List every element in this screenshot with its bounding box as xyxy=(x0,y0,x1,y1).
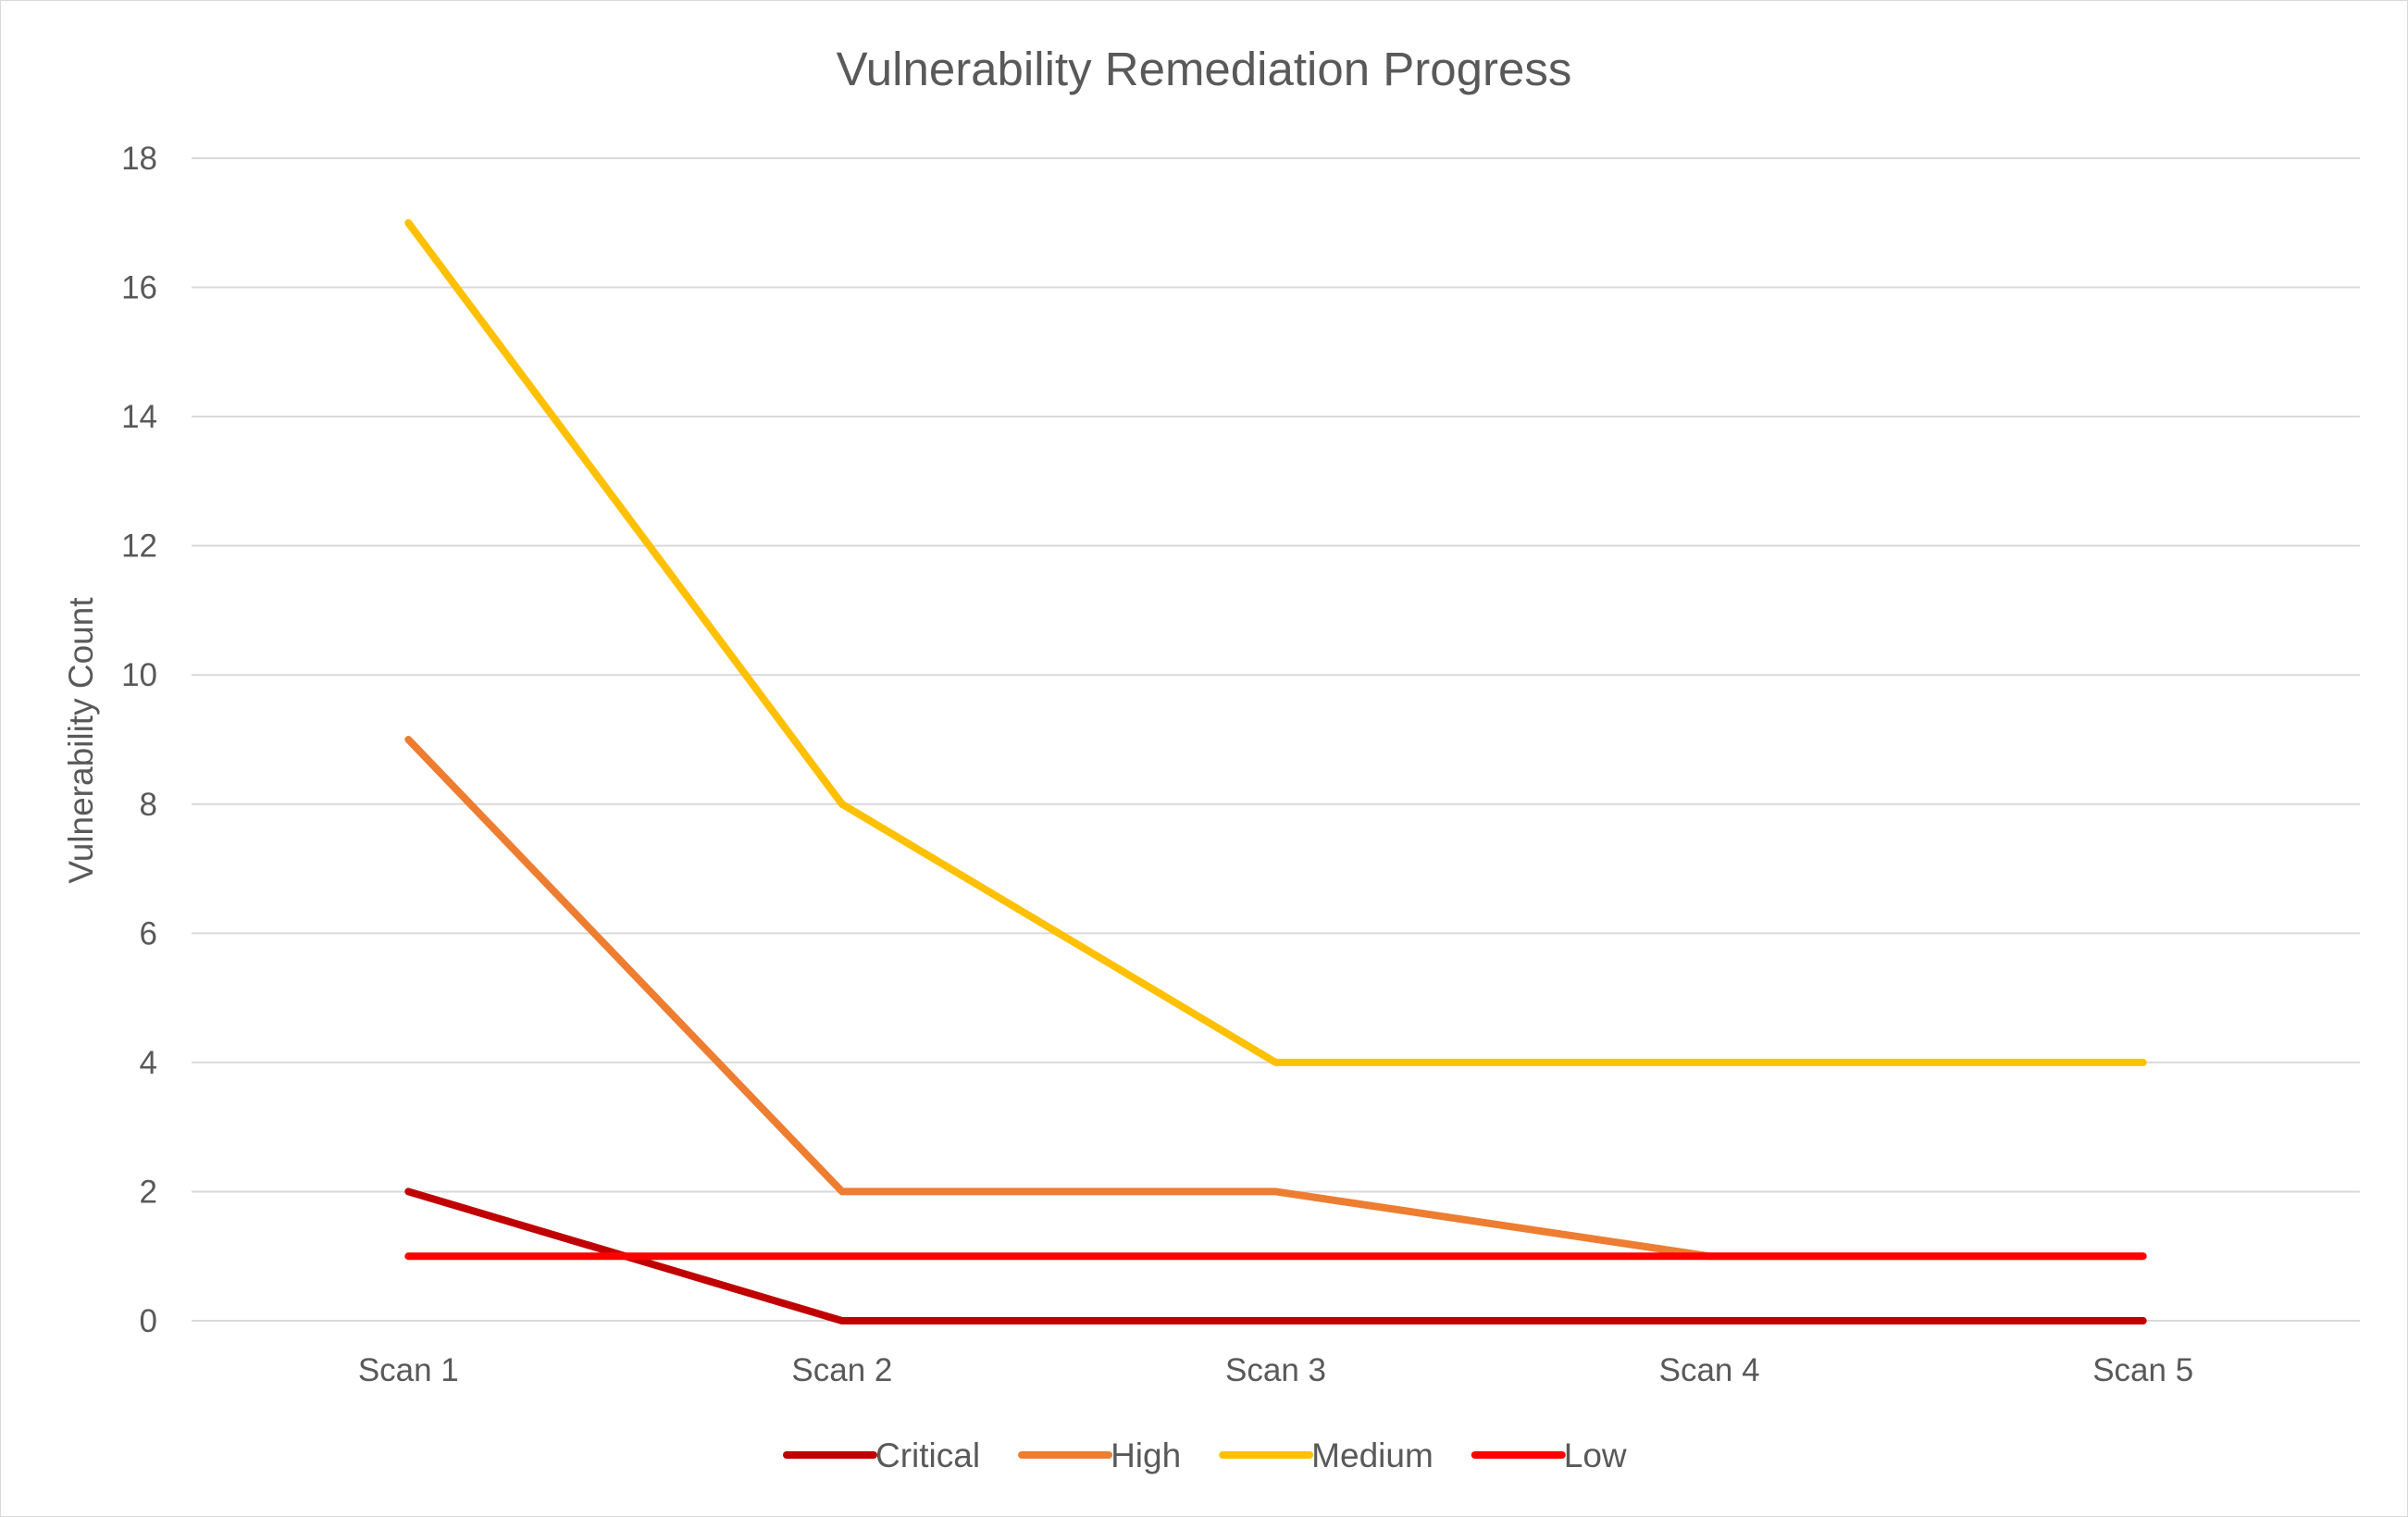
x-tick-label: Scan 2 xyxy=(791,1352,892,1388)
y-tick-label: 4 xyxy=(140,1045,157,1081)
x-tick-label: Scan 4 xyxy=(1659,1352,1760,1388)
series-line-medium xyxy=(404,218,2147,1066)
series-line-high xyxy=(404,736,2147,1261)
y-tick-label: 16 xyxy=(121,270,157,306)
y-axis-ticks: 0 2 4 6 8 10 12 14 16 18 xyxy=(121,141,157,1339)
y-tick-label: 14 xyxy=(121,399,157,435)
series-lines xyxy=(404,218,2147,1324)
series-line-critical xyxy=(404,1187,2147,1324)
chart-title: Vulnerability Remediation Progress xyxy=(837,43,1572,95)
x-tick-label: Scan 1 xyxy=(358,1352,459,1388)
x-tick-label: Scan 5 xyxy=(2092,1352,2193,1388)
legend-label-medium: Medium xyxy=(1311,1436,1434,1474)
x-tick-label: Scan 3 xyxy=(1225,1352,1326,1388)
x-axis-ticks: Scan 1 Scan 2 Scan 3 Scan 4 Scan 5 xyxy=(358,1352,2193,1388)
legend-label-low: Low xyxy=(1564,1436,1627,1474)
y-tick-label: 8 xyxy=(140,787,157,823)
y-tick-label: 18 xyxy=(121,141,157,177)
y-tick-label: 12 xyxy=(121,528,157,565)
legend-label-high: High xyxy=(1111,1436,1181,1474)
y-tick-label: 6 xyxy=(140,915,157,951)
gridlines xyxy=(192,157,2360,1322)
y-tick-label: 0 xyxy=(140,1303,157,1339)
y-tick-label: 10 xyxy=(121,657,157,693)
y-tick-label: 2 xyxy=(140,1174,157,1210)
legend: Critical High Medium Low xyxy=(783,1436,1627,1474)
y-axis-title: Vulnerability Count xyxy=(62,597,100,884)
legend-label-critical: Critical xyxy=(875,1436,980,1474)
